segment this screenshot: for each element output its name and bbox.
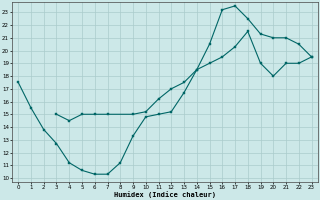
X-axis label: Humidex (Indice chaleur): Humidex (Indice chaleur): [114, 191, 216, 198]
